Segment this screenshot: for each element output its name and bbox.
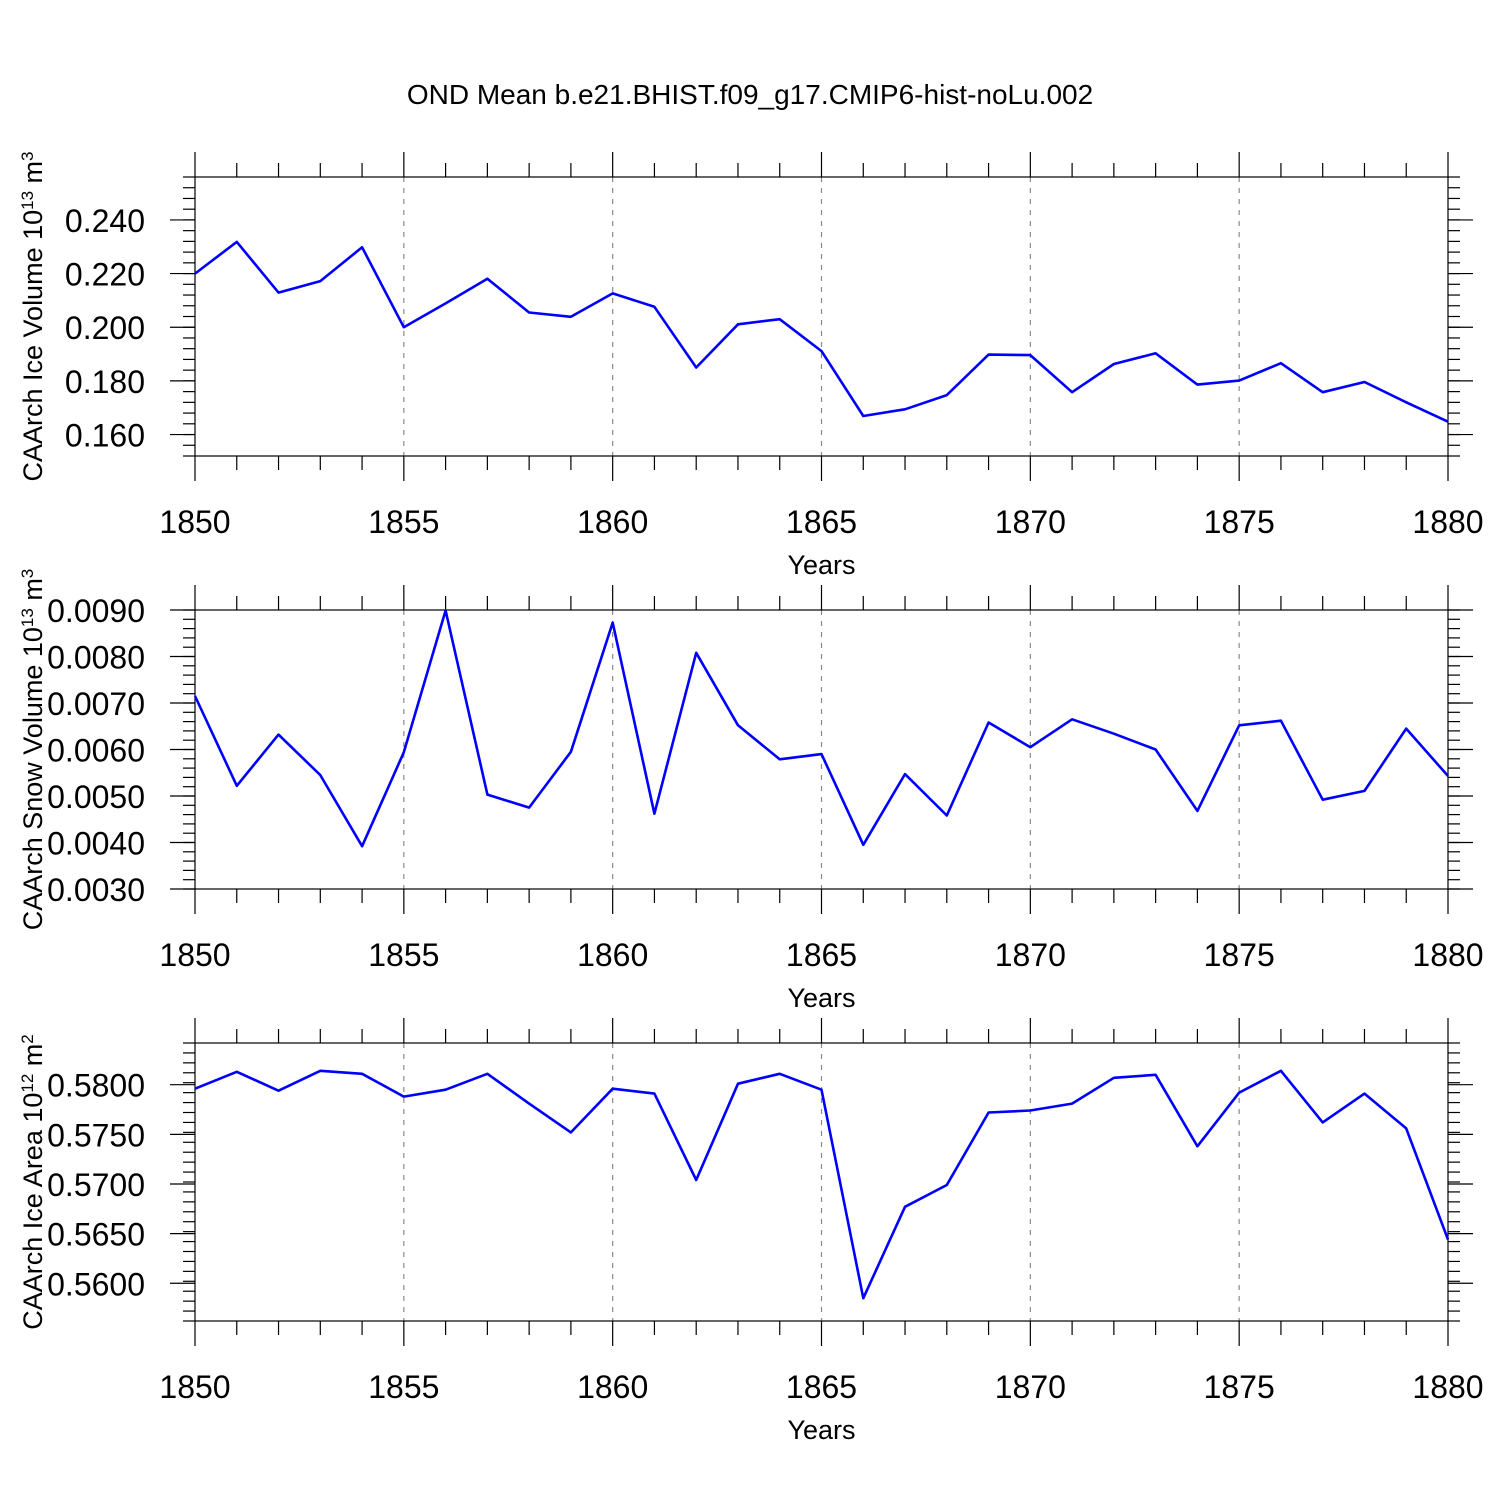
x-axis-label: Years: [787, 983, 855, 1013]
chart-panel-ice-volume: 1850 1855 1860 1865 1870 1875 1880 0.160 0.180 0.…: [18, 151, 1484, 580]
x-tick-label: 1870: [995, 504, 1066, 540]
y-tick-label: 0.0070: [47, 686, 145, 722]
x-axis-label: Years: [787, 550, 855, 580]
y-tick-label: 0.200: [65, 310, 145, 346]
y-axis-label: CAArch Snow Volume 1013 m3: [18, 569, 48, 931]
y-tick-label: 0.5750: [47, 1117, 145, 1153]
y-tick-label: 0.0050: [47, 779, 145, 815]
chart-panel-ice-area: 1850 1855 1860 1865 1870 1875 1880 0.5600 0.5650…: [18, 1018, 1484, 1445]
y-tick-label: 0.180: [65, 364, 145, 400]
series-line-ice-volume: [194, 240, 1449, 423]
y-tick-label: 0.5650: [47, 1217, 145, 1253]
x-tick-label: 1855: [368, 1369, 439, 1405]
y-tick-label: 0.0030: [47, 872, 145, 908]
x-tick-label: 1865: [786, 937, 857, 973]
y-tick-label: 0.0040: [47, 826, 145, 862]
x-tick-label: 1850: [159, 1369, 230, 1405]
x-tick-label: 1870: [995, 1369, 1066, 1405]
y-tick-label: 0.0090: [47, 593, 145, 629]
y-axis-label: CAArch Ice Volume 1013 m3: [18, 151, 48, 481]
chart-panels: 1850 1855 1860 1865 1870 1875 1880 0.160 0.180 0.…: [18, 151, 1484, 1445]
y-tick-label: 0.0060: [47, 733, 145, 769]
x-tick-label: 1860: [577, 504, 648, 540]
y-tick-label: 0.160: [65, 418, 145, 454]
plot-frame: [194, 176, 1449, 457]
x-tick-label: 1880: [1412, 937, 1483, 973]
x-tick-label: 1865: [786, 1369, 857, 1405]
x-tick-label: 1860: [577, 1369, 648, 1405]
x-tick-label: 1855: [368, 937, 439, 973]
x-tick-label: 1880: [1412, 1369, 1483, 1405]
x-tick-label: 1870: [995, 937, 1066, 973]
plot-frame: [194, 609, 1449, 890]
y-tick-label: 0.5800: [47, 1068, 145, 1104]
chart-panel-snow-volume: 1850 1855 1860 1865 1870 1875 1880 0.0030 0.0040…: [18, 569, 1484, 1013]
x-tick-label: 1875: [1204, 1369, 1275, 1405]
x-tick-label: 1860: [577, 937, 648, 973]
x-tick-label: 1850: [159, 504, 230, 540]
x-tick-label: 1880: [1412, 504, 1483, 540]
y-tick-label: 0.240: [65, 203, 145, 239]
y-tick-label: 0.220: [65, 257, 145, 293]
x-tick-label: 1865: [786, 504, 857, 540]
figure-title: OND Mean b.e21.BHIST.f09_g17.CMIP6-hist-…: [407, 79, 1093, 110]
x-tick-label: 1875: [1204, 504, 1275, 540]
series-line-snow-volume: [193, 609, 1449, 848]
series-line-ice-area: [194, 1069, 1450, 1300]
y-tick-label: 0.5600: [47, 1266, 145, 1302]
x-tick-label: 1875: [1204, 937, 1275, 973]
y-axis-label: CAArch Ice Area 1012 m2: [18, 1034, 48, 1330]
y-tick-label: 0.0080: [47, 640, 145, 676]
y-tick-label: 0.5700: [47, 1167, 145, 1203]
x-tick-label: 1850: [159, 937, 230, 973]
x-axis-label: Years: [787, 1415, 855, 1445]
x-tick-label: 1855: [368, 504, 439, 540]
